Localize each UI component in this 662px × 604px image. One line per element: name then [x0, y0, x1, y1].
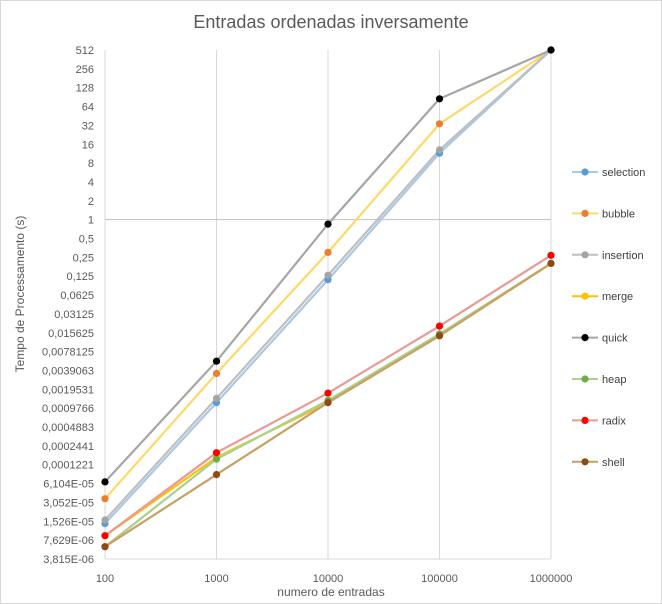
x-tick-label: 100 — [96, 573, 114, 585]
data-point-radix — [101, 532, 109, 540]
legend: selection bubble insertion merge quick heap ra… — [572, 167, 645, 469]
x-tick-label: 1000000 — [530, 573, 573, 585]
y-tick-label: 7,629E-06 — [43, 535, 94, 547]
y-tick-label: 128 — [76, 83, 94, 95]
y-tick-label: 3,815E-06 — [43, 554, 94, 566]
y-tick-label: 8 — [88, 158, 94, 170]
y-tick-label: 1,526E-05 — [43, 516, 94, 528]
data-point-shell — [212, 471, 221, 479]
legend-label: quick — [602, 333, 628, 345]
legend-label: heap — [602, 374, 626, 386]
chart-title: Entradas ordenadas inversamente — [193, 12, 468, 32]
y-tick-label: 32 — [82, 120, 94, 132]
legend-item-insertion: insertion — [572, 250, 644, 262]
y-tick-label: 0,0019531 — [42, 384, 94, 396]
data-point-quick — [101, 478, 109, 486]
data-point-radix — [212, 449, 221, 457]
legend-swatch-marker — [581, 209, 589, 217]
data-point-quick — [212, 357, 221, 365]
legend-swatch-marker — [581, 292, 589, 300]
data-point-bubble — [212, 369, 221, 378]
data-point-shell — [547, 259, 555, 267]
data-point-insertion — [212, 394, 221, 402]
y-tick-label: 0,0009766 — [42, 403, 94, 415]
x-axis-label: numero de entradas — [277, 585, 384, 599]
y-tick-label: 2 — [88, 196, 94, 208]
data-point-insertion — [435, 146, 444, 154]
y-tick-label: 0,0004883 — [42, 422, 94, 434]
legend-label: merge — [602, 291, 633, 303]
data-point-shell — [101, 543, 109, 551]
data-point-heap — [212, 455, 221, 463]
x-tick-labels: 100 1000 10000 100000 1000000 — [96, 573, 573, 585]
legend-label: selection — [602, 167, 645, 179]
legend-swatch-marker — [581, 375, 589, 383]
legend-item-radix: radix — [572, 415, 626, 427]
legend-item-quick: quick — [572, 333, 628, 345]
y-tick-label: 256 — [76, 64, 94, 76]
data-point-radix — [435, 322, 444, 330]
legend-label: shell — [602, 457, 625, 469]
y-tick-label: 64 — [82, 102, 94, 114]
data-point-radix — [547, 251, 555, 259]
legend-item-bubble: bubble — [572, 208, 635, 220]
data-point-shell — [435, 332, 444, 340]
y-tick-label: 6,104E-05 — [43, 479, 94, 491]
y-axis-label: Tempo de Processamento (s) — [13, 216, 27, 373]
data-point-insertion — [101, 516, 109, 524]
data-point-bubble — [435, 120, 444, 128]
y-tick-label: 1 — [88, 215, 94, 227]
data-point-quick — [435, 95, 444, 103]
y-tick-label: 3,052E-05 — [43, 497, 94, 509]
y-tick-label: 512 — [76, 45, 94, 57]
legend-swatch-marker — [581, 251, 589, 259]
legend-item-merge: merge — [572, 291, 633, 303]
series-points — [101, 46, 555, 551]
data-point-bubble — [324, 248, 332, 256]
data-point-radix — [324, 389, 332, 397]
x-tick-label: 100000 — [421, 573, 458, 585]
x-tick-label: 1000 — [204, 573, 228, 585]
axes — [105, 219, 551, 560]
data-point-quick — [547, 46, 555, 54]
y-tick-label: 0,0078125 — [42, 347, 94, 359]
legend-item-heap: heap — [572, 374, 626, 386]
y-tick-label: 16 — [82, 139, 94, 151]
y-tick-label: 0,03125 — [54, 309, 94, 321]
data-point-shell — [324, 399, 332, 407]
y-tick-label: 0,125 — [66, 271, 94, 283]
y-tick-label: 0,5 — [79, 234, 94, 246]
y-tick-labels: 512 256 128 64 32 16 8 4 2 1 0,5 0,25 0,125 0,0625 0,0… — [42, 45, 94, 566]
y-tick-label: 4 — [88, 177, 94, 189]
y-tick-label: 0,0625 — [60, 290, 94, 302]
y-tick-label: 0,25 — [73, 252, 94, 264]
legend-label: bubble — [602, 208, 635, 220]
legend-item-shell: shell — [572, 457, 625, 469]
legend-swatch-marker — [581, 416, 589, 424]
legend-label: insertion — [602, 250, 644, 262]
y-tick-label: 0,0001221 — [42, 460, 94, 472]
x-tick-label: 10000 — [313, 573, 344, 585]
y-tick-label: 0,0002441 — [42, 441, 94, 453]
legend-swatch-marker — [581, 458, 589, 466]
data-point-quick — [324, 220, 332, 228]
legend-swatch-marker — [581, 168, 589, 176]
legend-swatch-marker — [581, 334, 589, 342]
y-tick-label: 0,0039063 — [42, 365, 94, 377]
legend-item-selection: selection — [572, 167, 645, 179]
data-point-bubble — [101, 495, 109, 503]
y-tick-label: 0,015625 — [48, 328, 94, 340]
legend-label: radix — [602, 415, 626, 427]
data-point-insertion — [324, 271, 332, 279]
